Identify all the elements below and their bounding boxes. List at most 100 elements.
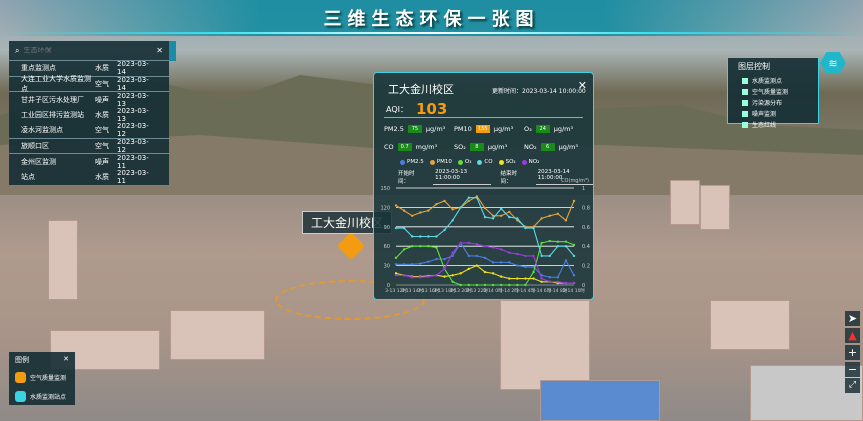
data-point xyxy=(564,281,568,285)
data-point xyxy=(499,248,503,251)
checkbox[interactable] xyxy=(742,110,748,117)
data-point xyxy=(427,235,430,238)
monitor-marker-icon[interactable] xyxy=(336,231,366,261)
data-point xyxy=(516,277,519,280)
x-tick-label: 3-14 4时 xyxy=(516,287,536,294)
layer-label: 噪声监测 xyxy=(752,111,777,118)
legend-label: SO₂ xyxy=(505,159,516,165)
data-point xyxy=(475,264,479,267)
legend-entry[interactable]: CO xyxy=(477,159,493,165)
legend-entry[interactable]: PM10 xyxy=(429,159,452,165)
legend-close-icon[interactable]: ✕ xyxy=(63,355,69,363)
data-point xyxy=(475,254,479,258)
legend-label: CO xyxy=(484,159,493,165)
water-monitor-icon xyxy=(15,391,26,402)
layer-item[interactable]: 污染源分布 xyxy=(728,97,818,108)
pollutant-item: O₃ 24 μg/m³ xyxy=(524,125,573,133)
end-time-field[interactable]: 2023-03-14 11:00:00 xyxy=(535,169,593,185)
list-item[interactable]: 工业园区排污监测站 水质 2023-03-13 xyxy=(9,107,169,123)
list-item[interactable]: 旅顺口区 空气 2023-03-12 xyxy=(9,138,169,154)
data-point xyxy=(564,259,568,262)
data-point xyxy=(556,212,560,216)
row-name: 大连工业大学水质监测点 xyxy=(21,74,91,93)
pollutant-unit: μg/m³ xyxy=(425,125,446,133)
legend-dot-icon xyxy=(457,159,463,165)
legend-item: 空气质量监测 xyxy=(30,375,67,382)
pollutant-name: CO xyxy=(384,143,394,151)
x-tick-label: 3-14 0时 xyxy=(484,287,504,294)
collapse-panel-tab[interactable] xyxy=(169,41,176,61)
legend-label: NO₂ xyxy=(528,159,540,165)
list-item[interactable]: 凌水河监测点 空气 2023-03-12 xyxy=(9,122,169,139)
layer-item[interactable]: 噪声监测 xyxy=(728,108,818,119)
legend-entry[interactable]: PM2.5 xyxy=(400,159,424,165)
list-item[interactable]: 大连工业大学水质监测点 空气 2023-03-14 xyxy=(9,74,169,93)
aqi-label: AQI： xyxy=(386,104,408,114)
list-item[interactable]: 甘井子区污水处理厂 噪声 2023-03-13 xyxy=(9,92,169,108)
data-point xyxy=(394,272,398,275)
data-point xyxy=(548,254,551,258)
data-point xyxy=(451,280,454,283)
x-tick-label: 3-14 2时 xyxy=(500,287,520,294)
data-point xyxy=(394,274,398,277)
y-tick-label: 120 xyxy=(380,205,390,211)
layer-item[interactable]: 水质监测点 xyxy=(728,75,818,86)
data-point xyxy=(394,256,398,260)
list-item[interactable]: 站点 水质 2023-03-11 xyxy=(9,169,169,185)
legend-item: 水质监测站点 xyxy=(30,394,67,401)
close-icon[interactable]: ✕ xyxy=(156,46,163,55)
start-time-field[interactable]: 2023-03-13 11:00:00 xyxy=(433,169,491,185)
pollutant-item: PM2.5 75 μg/m³ xyxy=(384,125,445,133)
data-point xyxy=(516,252,519,256)
legend-entry[interactable]: NO₂ xyxy=(521,159,540,165)
data-point xyxy=(540,254,543,258)
layer-control-panel: 图层控制 水质监测点 空气质量监测 污染源分布 噪声监测 生态红线 xyxy=(727,57,819,129)
compass-icon[interactable]: ▲ xyxy=(845,328,860,343)
zoom-out-button[interactable]: − xyxy=(845,362,860,377)
y2-tick-label: 0.4 xyxy=(582,244,590,250)
y2-tick-label: 0 xyxy=(582,283,585,289)
map-label[interactable]: 工大金川校区 xyxy=(302,211,393,234)
row-type: 空气 xyxy=(95,126,109,135)
row-type: 噪声 xyxy=(95,95,109,104)
legend-label: O₃ xyxy=(464,159,472,165)
checkbox[interactable] xyxy=(742,88,748,95)
layer-label: 生态红线 xyxy=(752,122,777,129)
layers-icon[interactable]: ≋ xyxy=(820,52,846,74)
row-name: 金州区监测 xyxy=(21,157,56,166)
x-tick-label: 3-13 12时 xyxy=(385,287,407,294)
fullscreen-icon[interactable]: ⤢ xyxy=(845,378,860,393)
data-point xyxy=(483,245,487,248)
layer-item[interactable]: 生态红线 xyxy=(728,119,818,130)
pollutant-item: NO₂ 6 μg/m³ xyxy=(524,143,578,151)
y-tick-label: 60 xyxy=(384,244,390,250)
data-point xyxy=(394,226,398,230)
data-point xyxy=(524,254,527,258)
data-point xyxy=(483,215,487,219)
list-item[interactable]: 金州区监测 噪声 2023-03-11 xyxy=(9,154,169,170)
checkbox[interactable] xyxy=(742,121,748,128)
navigate-icon[interactable]: ➤ xyxy=(845,311,860,326)
search-panel: ⌕✕ 重点监测点水质2023-03-14大连工业大学水质监测点空气2023-03… xyxy=(9,41,169,185)
data-point xyxy=(475,283,479,287)
data-point xyxy=(419,262,422,265)
legend-dot-icon xyxy=(521,159,527,165)
data-point xyxy=(572,281,576,285)
data-point xyxy=(451,219,454,222)
data-point xyxy=(459,241,462,245)
pollutant-unit: μg/m³ xyxy=(487,143,508,151)
zoom-in-button[interactable]: + xyxy=(845,345,860,360)
close-popup-button[interactable]: ✕ xyxy=(577,79,587,92)
layer-item[interactable]: 空气质量监测 xyxy=(728,86,818,97)
data-point xyxy=(564,240,568,243)
legend-entry[interactable]: O₃ xyxy=(457,159,472,165)
checkbox[interactable] xyxy=(742,77,748,84)
y2-tick-label: 1 xyxy=(582,186,585,192)
legend-entry[interactable]: SO₂ xyxy=(498,159,516,165)
data-point xyxy=(508,210,511,214)
checkbox[interactable] xyxy=(742,99,748,106)
data-point xyxy=(483,270,487,274)
list-item[interactable]: 重点监测点 水质 2023-03-14 xyxy=(9,60,169,77)
search-input[interactable] xyxy=(23,47,134,54)
data-point xyxy=(540,217,543,220)
